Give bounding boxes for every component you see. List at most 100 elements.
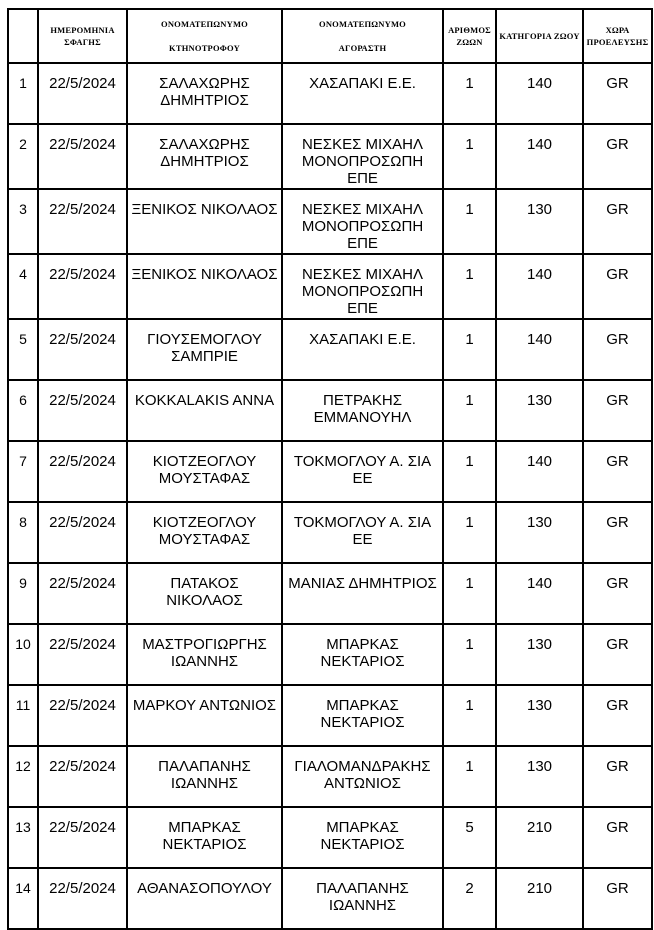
cell-animal-count: 1 (442, 501, 497, 564)
cell-breeder-name: ΜΑΣΤΡΟΓΙΩΡΓΗΣ ΙΩΑΝΝΗΣ (126, 623, 283, 686)
cell-breeder-name: ΓΙΟΥΣΕΜΟΓΛΟΥ ΣΑΜΠΡΙΕ (126, 318, 283, 381)
cell-animal-category: 130 (495, 501, 584, 564)
cell-breeder-name: ΣΑΛΑΧΩΡΗΣ ΔΗΜΗΤΡΙΟΣ (126, 123, 283, 190)
cell-animal-category: 130 (495, 745, 584, 808)
table-row: 8 22/5/2024 ΚΙΟΤΖΕΟΓΛΟΥ ΜΟΥΣΤΑΦΑΣ ΤΟΚΜΟΓΛΟΥ… (7, 501, 653, 564)
cell-slaughter-date: 22/5/2024 (37, 62, 128, 125)
cell-animal-category: 140 (495, 62, 584, 125)
cell-animal-category: 210 (495, 806, 584, 869)
cell-slaughter-date: 22/5/2024 (37, 684, 128, 747)
cell-breeder-name: ΚΙΟΤΖΕΟΓΛΟΥ ΜΟΥΣΤΑΦΑΣ (126, 501, 283, 564)
cell-row-number: 6 (7, 379, 39, 442)
cell-slaughter-date: 22/5/2024 (37, 379, 128, 442)
cell-buyer-name: ΜΠΑΡΚΑΣ ΝΕΚΤΑΡΙΟΣ (281, 806, 444, 869)
table-row: 14 22/5/2024 ΑΘΑΝΑΣΟΠΟΥΛΟΥ ΠΑΛΑΠΑΝΗΣ ΙΩΑΝΝΗ… (7, 867, 653, 930)
table-row: 13 22/5/2024 ΜΠΑΡΚΑΣ ΝΕΚΤΑΡΙΟΣ ΜΠΑΡΚΑΣ ΝΕΚΤ… (7, 806, 653, 869)
cell-animal-count: 1 (442, 188, 497, 255)
cell-buyer-name: ΝΕΣΚΕΣ ΜΙΧΑΗΛ ΜΟΝΟΠΡΟΣΩΠΗ ΕΠΕ (281, 253, 444, 320)
cell-slaughter-date: 22/5/2024 (37, 623, 128, 686)
cell-breeder-name: ΜΠΑΡΚΑΣ ΝΕΚΤΑΡΙΟΣ (126, 806, 283, 869)
cell-buyer-name: ΓΙΑΛΟΜΑΝΔΡΑΚΗΣ ΑΝΤΩΝΙΟΣ (281, 745, 444, 808)
cell-buyer-name: ΜΠΑΡΚΑΣ ΝΕΚΤΑΡΙΟΣ (281, 684, 444, 747)
cell-animal-category: 210 (495, 867, 584, 930)
cell-slaughter-date: 22/5/2024 (37, 562, 128, 625)
cell-row-number: 3 (7, 188, 39, 255)
cell-origin-country: GR (582, 867, 653, 930)
cell-row-number: 1 (7, 62, 39, 125)
cell-buyer-name: ΧΑΣΑΠΑΚΙ Ε.Ε. (281, 62, 444, 125)
table-row: 7 22/5/2024 ΚΙΟΤΖΕΟΓΛΟΥ ΜΟΥΣΤΑΦΑΣ ΤΟΚΜΟΓΛΟΥ… (7, 440, 653, 503)
cell-breeder-name: ΚΙΟΤΖΕΟΓΛΟΥ ΜΟΥΣΤΑΦΑΣ (126, 440, 283, 503)
table-row: 2 22/5/2024 ΣΑΛΑΧΩΡΗΣ ΔΗΜΗΤΡΙΟΣ ΝΕΣΚΕΣ ΜΙΧΑ… (7, 123, 653, 190)
header-breeder-name: ΟΝΟΜΑΤΕΠΩΝΥΜΟ ΚΤΗΝΟΤΡΟΦΟΥ (126, 8, 283, 64)
cell-buyer-name: ΤΟΚΜΟΓΛΟΥ Α. ΣΙΑ ΕΕ (281, 501, 444, 564)
cell-animal-count: 1 (442, 440, 497, 503)
cell-animal-count: 1 (442, 745, 497, 808)
cell-breeder-name: ΠΑΛΑΠΑΝΗΣ ΙΩΑΝΝΗΣ (126, 745, 283, 808)
cell-animal-category: 140 (495, 253, 584, 320)
cell-animal-category: 130 (495, 379, 584, 442)
header-animal-count: ΑΡΙΘΜΟΣ ΖΩΩΝ (442, 8, 497, 64)
cell-breeder-name: ΑΘΑΝΑΣΟΠΟΥΛΟΥ (126, 867, 283, 930)
cell-breeder-name: ΣΑΛΑΧΩΡΗΣ ΔΗΜΗΤΡΙΟΣ (126, 62, 283, 125)
cell-origin-country: GR (582, 62, 653, 125)
cell-row-number: 5 (7, 318, 39, 381)
cell-animal-count: 1 (442, 123, 497, 190)
cell-slaughter-date: 22/5/2024 (37, 501, 128, 564)
header-origin-country: ΧΩΡΑ ΠΡΟΕΛΕΥΣΗΣ (582, 8, 653, 64)
cell-row-number: 13 (7, 806, 39, 869)
table-body: 1 22/5/2024 ΣΑΛΑΧΩΡΗΣ ΔΗΜΗΤΡΙΟΣ ΧΑΣΑΠΑΚΙ Ε.… (7, 62, 653, 930)
cell-animal-category: 140 (495, 123, 584, 190)
header-animal-category: ΚΑΤΗΓΟΡΙΑ ΖΩΟΥ (495, 8, 584, 64)
cell-buyer-name: ΠΕΤΡΑΚΗΣ ΕΜΜΑΝΟΥΗΛ (281, 379, 444, 442)
slaughter-register-table: ΗΜΕΡΟΜΗΝΙΑ ΣΦΑΓΗΣ ΟΝΟΜΑΤΕΠΩΝΥΜΟ ΚΤΗΝΟΤΡΟΦ… (7, 8, 653, 930)
cell-animal-count: 1 (442, 318, 497, 381)
cell-slaughter-date: 22/5/2024 (37, 253, 128, 320)
cell-origin-country: GR (582, 562, 653, 625)
cell-row-number: 11 (7, 684, 39, 747)
table-row: 1 22/5/2024 ΣΑΛΑΧΩΡΗΣ ΔΗΜΗΤΡΙΟΣ ΧΑΣΑΠΑΚΙ Ε.… (7, 62, 653, 125)
header-slaughter-date: ΗΜΕΡΟΜΗΝΙΑ ΣΦΑΓΗΣ (37, 8, 128, 64)
cell-row-number: 2 (7, 123, 39, 190)
cell-origin-country: GR (582, 623, 653, 686)
cell-origin-country: GR (582, 745, 653, 808)
cell-buyer-name: ΜΑΝΙΑΣ ΔΗΜΗΤΡΙΟΣ (281, 562, 444, 625)
cell-slaughter-date: 22/5/2024 (37, 867, 128, 930)
cell-breeder-name: ΞΕΝΙΚΟΣ ΝΙΚΟΛΑΟΣ (126, 253, 283, 320)
cell-buyer-name: ΜΠΑΡΚΑΣ ΝΕΚΤΑΡΙΟΣ (281, 623, 444, 686)
table-row: 11 22/5/2024 ΜΑΡΚΟΥ ΑΝΤΩΝΙΟΣ ΜΠΑΡΚΑΣ ΝΕΚΤΑΡ… (7, 684, 653, 747)
cell-breeder-name: ΜΑΡΚΟΥ ΑΝΤΩΝΙΟΣ (126, 684, 283, 747)
cell-slaughter-date: 22/5/2024 (37, 123, 128, 190)
cell-buyer-name: ΝΕΣΚΕΣ ΜΙΧΑΗΛ ΜΟΝΟΠΡΟΣΩΠΗ ΕΠΕ (281, 188, 444, 255)
cell-breeder-name: ΠΑΤΑΚΟΣ ΝΙΚΟΛΑΟΣ (126, 562, 283, 625)
cell-row-number: 8 (7, 501, 39, 564)
cell-animal-category: 140 (495, 318, 584, 381)
cell-origin-country: GR (582, 188, 653, 255)
cell-animal-count: 1 (442, 562, 497, 625)
table-row: 9 22/5/2024 ΠΑΤΑΚΟΣ ΝΙΚΟΛΑΟΣ ΜΑΝΙΑΣ ΔΗΜΗΤΡΙ… (7, 562, 653, 625)
cell-buyer-name: ΠΑΛΑΠΑΝΗΣ ΙΩΑΝΝΗΣ (281, 867, 444, 930)
cell-animal-count: 1 (442, 684, 497, 747)
header-buyer-name: ΟΝΟΜΑΤΕΠΩΝΥΜΟ ΑΓΟΡΑΣΤΗ (281, 8, 444, 64)
cell-slaughter-date: 22/5/2024 (37, 440, 128, 503)
cell-origin-country: GR (582, 684, 653, 747)
table-row: 12 22/5/2024 ΠΑΛΑΠΑΝΗΣ ΙΩΑΝΝΗΣ ΓΙΑΛΟΜΑΝΔΡΑΚ… (7, 745, 653, 808)
cell-buyer-name: ΧΑΣΑΠΑΚΙ Ε.Ε. (281, 318, 444, 381)
cell-animal-count: 1 (442, 62, 497, 125)
cell-animal-category: 130 (495, 188, 584, 255)
table-row: 5 22/5/2024 ΓΙΟΥΣΕΜΟΓΛΟΥ ΣΑΜΠΡΙΕ ΧΑΣΑΠΑΚΙ Ε… (7, 318, 653, 381)
table-header: ΗΜΕΡΟΜΗΝΙΑ ΣΦΑΓΗΣ ΟΝΟΜΑΤΕΠΩΝΥΜΟ ΚΤΗΝΟΤΡΟΦ… (7, 8, 653, 64)
cell-animal-count: 2 (442, 867, 497, 930)
table-row: 10 22/5/2024 ΜΑΣΤΡΟΓΙΩΡΓΗΣ ΙΩΑΝΝΗΣ ΜΠΑΡΚΑΣ … (7, 623, 653, 686)
cell-animal-count: 1 (442, 379, 497, 442)
cell-animal-count: 5 (442, 806, 497, 869)
cell-animal-category: 140 (495, 440, 584, 503)
cell-row-number: 14 (7, 867, 39, 930)
cell-animal-category: 130 (495, 684, 584, 747)
cell-slaughter-date: 22/5/2024 (37, 806, 128, 869)
cell-row-number: 10 (7, 623, 39, 686)
cell-origin-country: GR (582, 123, 653, 190)
cell-row-number: 12 (7, 745, 39, 808)
cell-buyer-name: ΝΕΣΚΕΣ ΜΙΧΑΗΛ ΜΟΝΟΠΡΟΣΩΠΗ ΕΠΕ (281, 123, 444, 190)
header-row-number (7, 8, 39, 64)
